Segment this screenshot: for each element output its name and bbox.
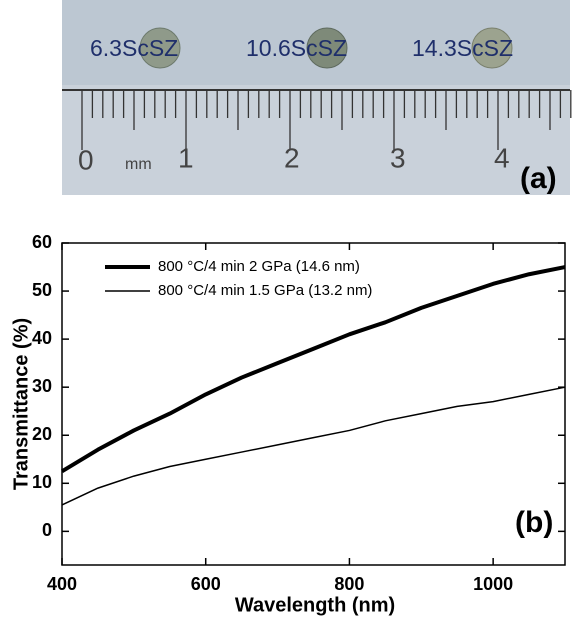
legend-label: 800 °C/4 min 2 GPa (14.6 nm) [158, 258, 360, 275]
panel-label: (b) [515, 506, 553, 539]
y-axis-label: Transmittance (%) [10, 318, 32, 490]
ruler-number: 2 [284, 142, 300, 173]
x-axis-label: Wavelength (nm) [235, 594, 395, 616]
ruler [62, 85, 570, 195]
y-tick-label: 40 [32, 328, 52, 348]
y-tick-label: 50 [32, 280, 52, 300]
x-tick-label: 1000 [473, 574, 513, 594]
panel-label: (a) [520, 162, 557, 195]
legend-label: 800 °C/4 min 1.5 GPa (13.2 nm) [158, 282, 372, 299]
y-tick-label: 0 [42, 520, 52, 540]
sample-disc [306, 27, 348, 69]
ruler-ticks [81, 90, 572, 150]
sample-label: 14.3ScSZ [412, 35, 513, 61]
ruler-number: 0 [78, 144, 94, 175]
y-tick-label: 20 [32, 424, 52, 444]
ruler-unit: mm [125, 156, 152, 173]
y-tick-label: 30 [32, 376, 52, 396]
data-line [61, 386, 566, 506]
ruler-number: 3 [390, 142, 406, 173]
data-line [60, 265, 566, 473]
x-tick-label: 400 [47, 574, 77, 594]
ruler-number: 1 [178, 142, 194, 173]
ruler-number: 4 [494, 142, 510, 173]
x-tick-label: 800 [334, 574, 364, 594]
sample-label: 10.6ScSZ [246, 35, 347, 61]
y-tick-label: 60 [32, 232, 52, 252]
sample-disc [139, 27, 181, 69]
sample-disc [471, 27, 513, 69]
sample-label: 6.3ScSZ [90, 35, 178, 61]
plot-frame [61, 242, 566, 566]
x-tick-label: 600 [191, 574, 221, 594]
y-tick-label: 10 [32, 472, 52, 492]
